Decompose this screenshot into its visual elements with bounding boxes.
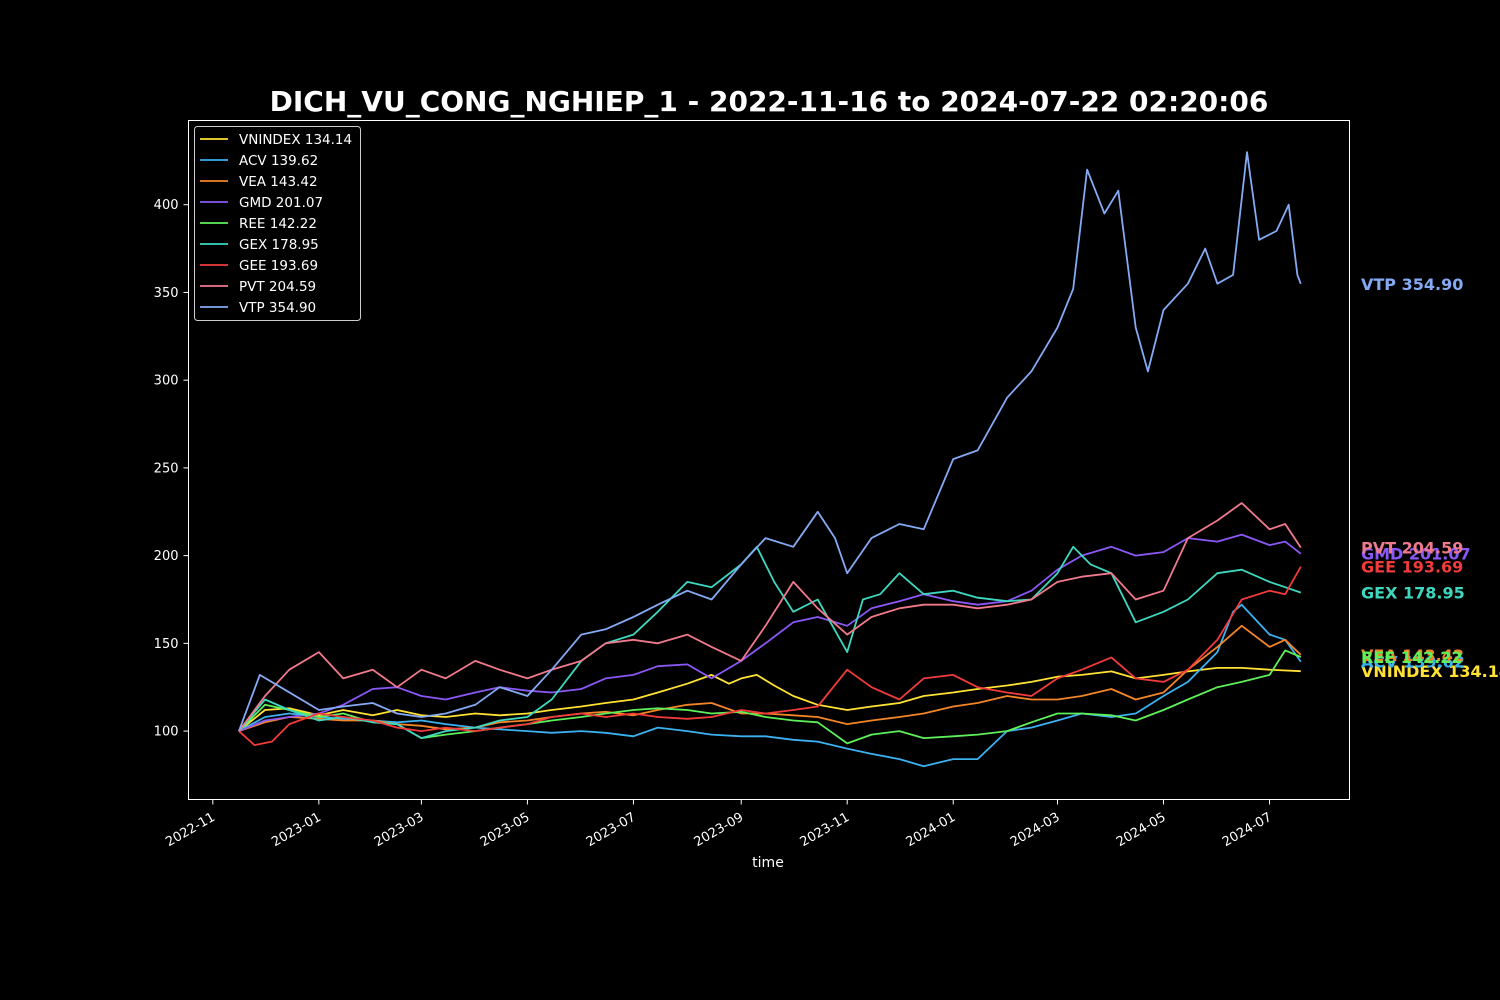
series-line xyxy=(238,603,1302,768)
legend-entry: GEE 193.69 xyxy=(239,258,318,274)
series-end-label: PVT 204.59 xyxy=(1361,539,1463,558)
series-end-label: VEA 143.42 xyxy=(1361,646,1464,665)
chart-title: DICH_VU_CONG_NGHIEP_1 - 2022-11-16 to 20… xyxy=(270,85,1269,118)
y-tick-label: 300 xyxy=(154,374,179,389)
legend-entry: ACV 139.62 xyxy=(239,153,318,169)
series-end-label: VNINDEX 134.14 xyxy=(1361,662,1500,681)
series-line xyxy=(238,151,1302,732)
legend-entry: GMD 201.07 xyxy=(239,195,323,211)
series-line xyxy=(238,502,1302,732)
series-lines xyxy=(238,151,1302,768)
series-line xyxy=(238,533,1302,732)
legend-entry: REE 142.22 xyxy=(239,216,317,232)
series-end-label: GEE 193.69 xyxy=(1361,558,1463,577)
y-tick-label: 400 xyxy=(154,198,179,213)
y-axis: 100 150 200 250 300 350 400 xyxy=(154,198,189,740)
legend-entry: VNINDEX 134.14 xyxy=(239,132,352,148)
legend-entry: VEA 143.42 xyxy=(239,174,318,190)
plot-area-frame xyxy=(188,120,1350,800)
series-line xyxy=(238,667,1301,732)
series-end-label: GEX 178.95 xyxy=(1361,584,1465,603)
legend-entry: VTP 354.90 xyxy=(239,300,316,316)
legend: VNINDEX 134.14 ACV 139.62 VEA 143.42 GMD 20… xyxy=(194,126,361,321)
series-end-label: GMD 201.07 xyxy=(1361,545,1471,564)
series-end-label: ACV 139.62 xyxy=(1361,653,1465,672)
x-axis-label: time xyxy=(752,855,784,871)
legend-box xyxy=(194,126,361,321)
series-line xyxy=(238,624,1302,732)
legend-entry: PVT 204.59 xyxy=(239,279,316,295)
series-end-label: VTP 354.90 xyxy=(1361,275,1463,294)
y-tick-label: 100 xyxy=(154,725,179,740)
series-line xyxy=(238,545,1302,739)
y-tick-label: 200 xyxy=(154,549,179,564)
legend-entry: GEX 178.95 xyxy=(239,237,319,253)
series-end-label: REE 142.22 xyxy=(1361,648,1463,667)
y-tick-label: 350 xyxy=(154,286,179,301)
y-tick-label: 250 xyxy=(154,461,179,476)
series-line xyxy=(238,566,1302,746)
y-tick-label: 150 xyxy=(154,637,179,652)
